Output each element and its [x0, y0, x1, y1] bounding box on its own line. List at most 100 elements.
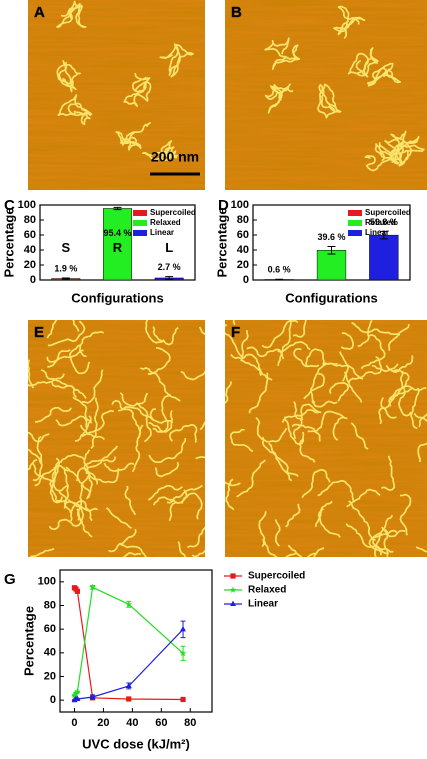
dna-strand — [381, 455, 396, 492]
plot-frame — [59, 569, 213, 713]
dna-strand — [135, 402, 152, 443]
dna-strand — [347, 47, 379, 78]
value-label: 95.4 % — [103, 228, 131, 238]
dna-strand — [36, 435, 43, 465]
dna-strand — [277, 341, 311, 353]
y-axis-label: Percentage — [214, 207, 229, 277]
dna-strand — [199, 421, 205, 431]
dna-strand — [236, 459, 266, 498]
dna-strand — [152, 496, 179, 506]
dna-strand — [380, 397, 397, 419]
dna-strand — [248, 372, 269, 414]
dna-strand — [246, 346, 283, 366]
x-tick-label: 40 — [126, 717, 138, 729]
error-bar — [113, 206, 122, 211]
dna-strand — [351, 321, 401, 336]
dna-strand — [262, 538, 296, 557]
x-axis-label: Configurations — [285, 290, 377, 305]
error-bar — [327, 246, 336, 255]
y-tick-label: 20 — [44, 670, 56, 682]
point — [180, 626, 186, 632]
dna-strand — [415, 546, 427, 553]
dna-strand — [55, 467, 69, 503]
y-tick-label: 60 — [237, 229, 249, 241]
legend-label: Linear — [248, 599, 278, 610]
legend-swatch — [348, 210, 362, 216]
y-tick-label: 40 — [24, 244, 36, 256]
dna-strand — [328, 382, 350, 402]
dna-strand — [148, 410, 173, 433]
dna-strand — [332, 416, 345, 441]
dna-strand — [293, 347, 320, 368]
legend-marker — [230, 600, 236, 606]
panel-label: F — [231, 324, 240, 341]
dna-strand — [103, 462, 135, 472]
y-tick-label: 60 — [24, 229, 36, 241]
annotation: L — [165, 240, 173, 255]
dna-strand — [81, 409, 114, 438]
dna-strand — [280, 320, 293, 360]
dna-strand — [28, 448, 43, 482]
dna-strand — [32, 462, 70, 492]
dna-strand — [374, 514, 394, 557]
bar — [103, 208, 132, 281]
dna-strand — [345, 523, 389, 555]
y-tick-label: 0 — [50, 694, 56, 706]
dna-strand — [225, 324, 244, 358]
dna-strand — [378, 387, 414, 425]
dna-strand — [292, 401, 303, 439]
y-tick-label: 60 — [44, 623, 56, 635]
dna-strand — [301, 469, 331, 499]
dna-strand — [195, 456, 205, 460]
dna-strand — [69, 499, 93, 522]
afm-texture — [28, 0, 205, 190]
panel-label: B — [231, 4, 242, 21]
dna-strand — [305, 348, 325, 367]
legend-swatch — [133, 210, 147, 216]
legend-label: Supercoiled — [150, 208, 196, 217]
dna-strand — [240, 330, 249, 361]
legend-label: Relaxed — [248, 585, 286, 596]
dna-strand — [225, 481, 241, 487]
dna-strand — [298, 438, 316, 463]
dna-strand — [168, 489, 188, 522]
y-tick-label: 20 — [237, 259, 249, 271]
dna-strand — [322, 362, 364, 380]
dna-strand — [117, 406, 155, 422]
panel-label: E — [34, 324, 44, 341]
error-bar — [61, 277, 70, 280]
panel-label: D — [218, 197, 229, 214]
series-line — [74, 628, 184, 701]
dna-strand — [291, 423, 321, 442]
dna-strand — [285, 503, 301, 528]
scale-bar-label: 200 nm — [151, 149, 199, 165]
dna-strand — [123, 72, 152, 107]
dna-strand — [313, 547, 325, 557]
dna-strand — [148, 438, 187, 464]
dna-strand — [350, 422, 369, 450]
dna-strand — [28, 373, 65, 387]
dna-strand — [119, 392, 149, 407]
dna-strand — [317, 507, 341, 538]
dna-strand — [140, 367, 181, 402]
dna-strand — [300, 403, 322, 421]
dna-strand — [366, 62, 402, 87]
point — [89, 693, 96, 699]
dna-strand — [154, 462, 180, 478]
dna-strand — [410, 387, 420, 430]
dna-strand — [141, 140, 178, 161]
x-axis-label: UVC dose (kJ/m²) — [82, 736, 190, 751]
dna-strand — [152, 393, 171, 433]
value-label: 39.6 % — [317, 232, 345, 242]
dna-strand — [387, 324, 410, 351]
dna-strand — [108, 528, 137, 553]
dna-strand — [83, 456, 117, 475]
dna-strand — [281, 408, 319, 423]
dna-strand — [385, 355, 414, 374]
annotation: R — [113, 240, 123, 255]
dna-strand — [72, 396, 93, 424]
panel-label: C — [4, 197, 15, 214]
afm-texture — [28, 320, 205, 557]
bar — [369, 234, 399, 281]
